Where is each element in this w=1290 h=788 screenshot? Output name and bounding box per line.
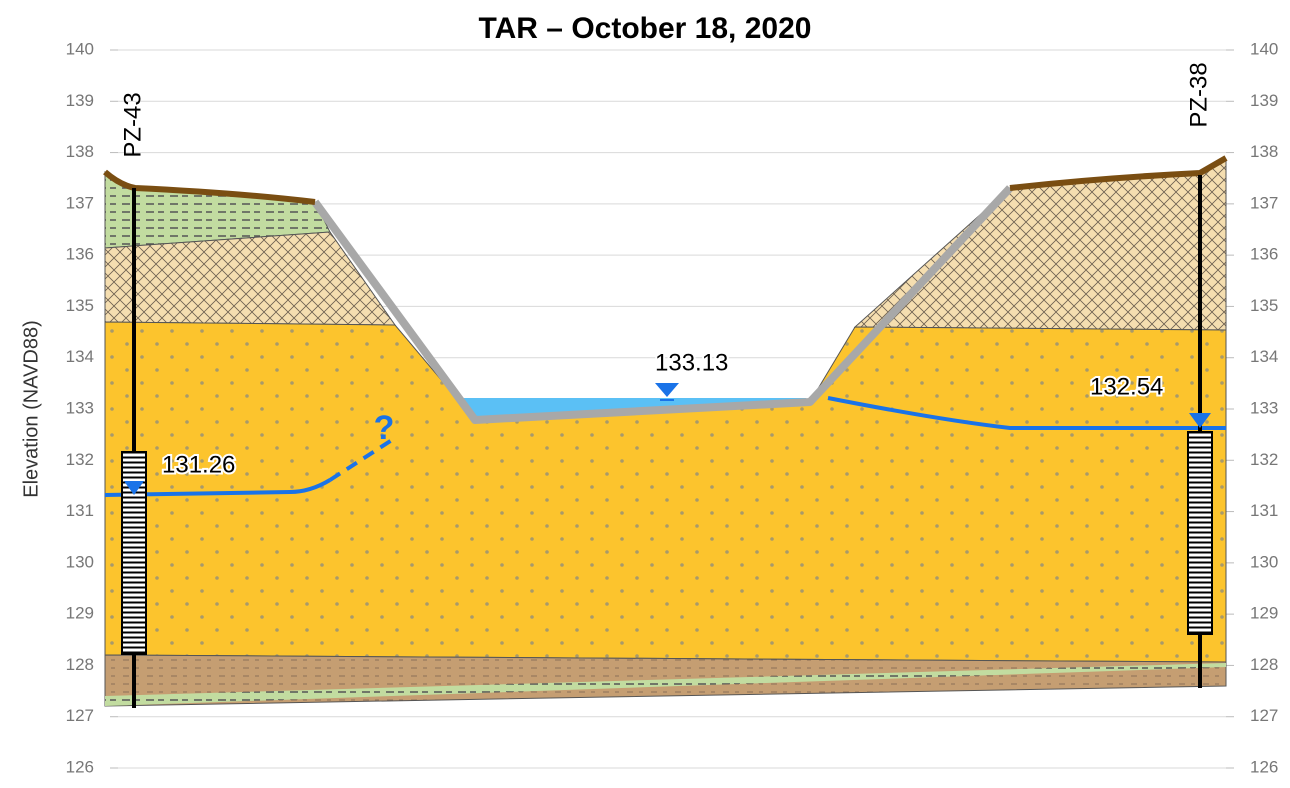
y2-tick-label: 138 [1250,142,1278,161]
y-tick-label: 134 [66,347,94,366]
y-tick-label: 126 [66,757,94,776]
y2-tick-label: 139 [1250,91,1278,110]
y-tick-label: 130 [66,552,94,571]
y2-tick-label: 134 [1250,347,1278,366]
y-tick-label: 137 [66,193,94,212]
y-axis-label: Elevation (NAVD88) [20,320,42,497]
y2-tick-label: 140 [1250,39,1278,58]
water-level-label: 132.54 [1090,373,1163,400]
y-tick-label: 135 [66,296,94,315]
well-label: PZ-43 [119,92,146,157]
y-tick-label: 139 [66,91,94,110]
y-tick-label: 136 [66,245,94,264]
y2-tick-label: 131 [1250,501,1278,520]
y-tick-label: 128 [66,655,94,674]
y2-tick-label: 137 [1250,193,1278,212]
title: TAR – October 18, 2020 [479,12,812,45]
y-tick-label: 131 [66,501,94,520]
cross-section: TAR – October 18, 2020 Elevation (NAVD88… [0,0,1290,783]
water-level-label: 131.26 [162,451,235,478]
well-screen [1188,432,1212,634]
y-tick-label: 127 [66,706,94,725]
y-tick-label: 138 [66,142,94,161]
water-level-label: 133.13 [655,349,728,376]
y-tick-label: 129 [66,604,94,623]
y2-tick-label: 127 [1250,706,1278,725]
water-level-marker [655,383,679,397]
well-label: PZ-38 [1185,62,1212,127]
y2-tick-label: 135 [1250,296,1278,315]
layers [105,158,1226,706]
y2-tick-label: 126 [1250,757,1278,776]
y2-tick-label: 128 [1250,655,1278,674]
y2-tick-label: 130 [1250,552,1278,571]
y2-tick-label: 136 [1250,245,1278,264]
y2-tick-label: 129 [1250,604,1278,623]
y2-tick-label: 132 [1250,450,1278,469]
uncertain-annotation: ? [374,409,395,447]
y2-tick-label: 133 [1250,398,1278,417]
y-tick-label: 133 [66,398,94,417]
y-tick-label: 140 [66,39,94,58]
y-tick-label: 132 [66,450,94,469]
